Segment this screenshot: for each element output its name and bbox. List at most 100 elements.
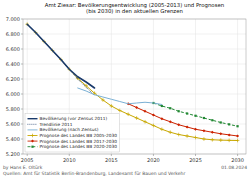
series-marker [202,129,205,132]
series-line [27,24,94,95]
tick-y [21,124,23,125]
legend-label: Bevölkerung (vor Zensus 2011) [40,116,108,121]
series-marker [186,126,189,129]
series-marker [144,110,147,113]
tick-label-y: 6.600 [6,46,20,52]
tick-label-x: 2030 [231,157,244,163]
legend-marker [31,146,33,148]
tick-label-x: 2020 [147,157,160,163]
series-marker [202,137,206,141]
tick-y [21,34,23,35]
legend-label: Prognose des Landes BB 2020-2030 [40,144,118,149]
series-marker [228,133,231,136]
tick-y [21,79,23,80]
tick-label-x: 2025 [189,157,202,163]
series [27,24,94,95]
tick-y [21,154,23,155]
grid-line-y [23,109,246,110]
legend-swatch [28,129,38,130]
series-marker [168,130,172,134]
series-marker [152,124,156,128]
series-marker [143,120,147,124]
legend-swatch [28,146,38,147]
plot-frame [23,19,246,154]
legend-label: Bevölkerung (nach Zensus) [40,127,99,132]
series [152,102,238,127]
series-marker [194,115,196,117]
series-marker [169,120,172,123]
series-marker [118,109,122,113]
tick-label-x: 2015 [105,157,118,163]
tick-label-y: 5.800 [6,106,20,112]
data-area [25,22,239,142]
series-line [153,103,237,126]
tick-label-y: 5.400 [6,136,20,142]
tick-y [21,94,23,95]
series-marker [236,135,239,138]
series-line [128,104,237,136]
legend-label: Prognose des Landes BB 2017-2030 [40,139,118,144]
grid-line-y [23,49,246,50]
series-line [78,88,162,105]
tick-y [21,19,23,20]
series [127,102,239,137]
series-marker [211,131,214,134]
title: Amt Ziesar: Bevölkerungsentwicklung (200… [45,2,224,14]
series-marker [135,116,139,120]
series-marker [228,123,230,125]
legend-marker [31,134,35,138]
series-marker [177,133,181,137]
series-marker [194,128,197,131]
grid [23,19,246,154]
tick-y [21,109,23,110]
chart: 5.2005.4005.6005.8006.0006.2006.4006.600… [0,0,250,177]
series-marker [178,110,180,112]
series-marker [110,104,114,108]
series [78,88,162,105]
series-line [27,24,237,140]
tick-label-y: 6.200 [6,76,20,82]
series-marker [220,121,222,123]
series-marker [203,117,205,119]
legend-label: Prognose des Landes BB 2005-2030 [40,133,118,138]
series-marker [152,114,155,117]
series-marker [219,132,222,135]
series-marker [219,138,223,142]
footer-sources: Quellen: Amt für Statistik Berlin-Brande… [3,171,185,176]
tick-label-x: 2005 [21,157,34,163]
grid-line-y [23,34,246,35]
series-marker [236,139,240,143]
series-marker [236,125,238,127]
tick-y [21,64,23,65]
tick-label-y: 5.600 [6,121,20,127]
tick-label-y: 6.400 [6,61,20,67]
series-marker [135,106,138,109]
grid-line-x [195,19,196,154]
series-line [27,24,94,88]
series-marker [160,117,163,120]
legend-marker [31,140,34,143]
series-marker [186,112,188,114]
grid-line-x [237,19,238,154]
series [27,24,94,88]
title-line: (bis 2030) in den aktuellen Grenzen [86,8,183,14]
series-marker [169,107,171,109]
series [25,22,239,142]
series-marker [177,123,180,126]
footer-author: by Hans E. Oltürk [3,165,43,170]
tick-label-y: 7.000 [6,16,20,22]
series-marker [194,136,198,140]
legend-swatch [28,118,38,119]
series-marker [101,98,105,102]
tick-label-x: 2010 [63,157,76,163]
grid-line-x [153,19,154,154]
legend-label: Trendlinie 2011 [39,122,73,127]
series-marker [211,138,215,142]
grid-line-y [23,64,246,65]
tick-y [21,139,23,140]
legend-swatch [28,124,38,125]
series-marker [160,127,164,131]
tick-label-y: 6.800 [6,31,20,37]
tick-label-y: 5.200 [6,151,20,157]
legend-swatch [28,141,38,142]
